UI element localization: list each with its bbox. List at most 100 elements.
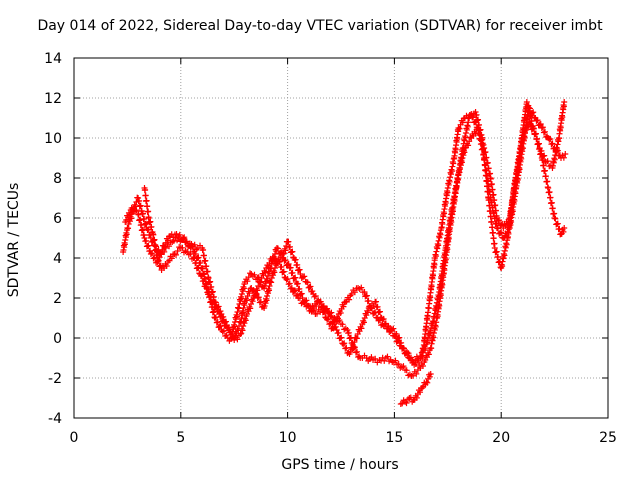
data-point-marker: [244, 278, 251, 285]
data-point-marker: [544, 178, 551, 185]
data-point-marker: [213, 319, 220, 326]
data-point-marker: [223, 322, 230, 329]
data-point-marker: [370, 302, 377, 309]
data-point-marker: [547, 135, 554, 142]
data-point-marker: [182, 239, 189, 246]
data-point-marker: [532, 130, 539, 137]
data-point-marker: [374, 303, 381, 310]
data-point-marker: [540, 129, 547, 136]
data-point-marker: [488, 181, 495, 188]
data-points: [120, 99, 569, 407]
data-point-marker: [136, 197, 143, 204]
data-point-marker: [312, 293, 319, 299]
data-point-marker: [530, 109, 537, 116]
data-point-marker: [151, 236, 158, 243]
data-point-marker: [292, 287, 299, 294]
data-point-marker: [483, 172, 490, 179]
data-point-marker: [296, 295, 303, 302]
data-point-marker: [354, 348, 361, 355]
data-point-marker: [342, 345, 349, 352]
data-point-marker: [489, 224, 496, 231]
y-tick-label: -4: [48, 411, 62, 427]
data-point-marker: [309, 288, 316, 295]
data-point-marker: [328, 313, 335, 320]
data-point-marker: [535, 140, 542, 147]
y-tick-label: 8: [53, 171, 62, 187]
data-point-marker: [277, 250, 284, 256]
data-point-marker: [479, 136, 486, 143]
data-point-marker: [303, 297, 310, 304]
data-point-marker: [469, 114, 476, 121]
data-point-marker: [294, 261, 301, 268]
x-axis-label: GPS time / hours: [281, 457, 399, 473]
data-point-marker: [358, 325, 365, 332]
data-point-marker: [381, 321, 388, 328]
data-point-marker: [294, 292, 301, 299]
data-point-marker: [208, 298, 215, 305]
data-point-marker: [238, 330, 245, 337]
data-point-marker: [395, 361, 402, 367]
data-point-marker: [292, 256, 299, 263]
data-point-marker: [219, 328, 226, 335]
data-point-marker: [272, 255, 279, 262]
data-point-marker: [264, 273, 271, 279]
data-point-marker: [486, 202, 493, 209]
data-point-marker: [147, 218, 154, 225]
data-point-marker: [265, 264, 272, 271]
y-tick-label: 4: [53, 251, 62, 267]
data-point-marker: [331, 315, 338, 321]
data-point-marker: [255, 283, 262, 289]
data-point-marker: [363, 292, 370, 299]
data-point-marker: [456, 125, 463, 132]
data-point-marker: [417, 389, 424, 396]
data-point-marker: [546, 189, 553, 196]
data-point-marker: [160, 243, 167, 249]
data-point-marker: [491, 196, 498, 203]
data-point-marker: [540, 162, 547, 169]
data-point-marker: [249, 298, 256, 305]
data-point-marker: [139, 226, 146, 233]
data-point-marker: [473, 111, 480, 118]
data-point-marker: [274, 245, 281, 252]
data-point-marker: [533, 135, 540, 142]
data-point-marker: [424, 379, 431, 386]
data-point-marker: [297, 271, 304, 277]
data-point-marker: [209, 303, 216, 310]
data-point-marker: [525, 102, 532, 109]
data-point-marker: [145, 208, 152, 215]
data-point-marker: [281, 257, 288, 264]
data-point-marker: [222, 323, 229, 329]
data-point-marker: [475, 126, 482, 133]
data-point-marker: [324, 316, 331, 323]
data-point-marker: [339, 321, 346, 328]
data-point-marker: [494, 225, 501, 232]
data-point-marker: [296, 285, 303, 292]
data-point-marker: [498, 229, 505, 236]
data-point-marker: [330, 318, 337, 325]
data-point-marker: [492, 207, 499, 214]
chart-title: Day 014 of 2022, Sidereal Day-to-day VTE…: [37, 18, 603, 34]
data-point-marker: [304, 279, 311, 286]
data-point-marker: [152, 241, 159, 248]
data-point-marker: [141, 215, 148, 222]
data-point-marker: [383, 325, 390, 332]
data-point-marker: [340, 341, 347, 347]
data-point-marker: [247, 270, 254, 277]
data-point-marker: [268, 257, 275, 264]
data-point-marker: [493, 248, 500, 255]
data-point-marker: [492, 202, 499, 209]
data-point-marker: [125, 221, 132, 227]
data-point-marker: [284, 275, 291, 282]
data-point-marker: [399, 345, 406, 352]
data-point-marker: [242, 317, 249, 324]
data-point-marker: [487, 207, 494, 214]
data-point-marker: [361, 289, 368, 295]
data-point-marker: [207, 278, 214, 285]
data-point-marker: [529, 125, 536, 132]
data-point-marker: [202, 257, 209, 264]
data-point-marker: [150, 255, 157, 262]
data-point-marker: [306, 284, 313, 291]
data-point-marker: [477, 131, 484, 138]
data-point-marker: [426, 373, 433, 380]
data-point-marker: [201, 270, 208, 277]
